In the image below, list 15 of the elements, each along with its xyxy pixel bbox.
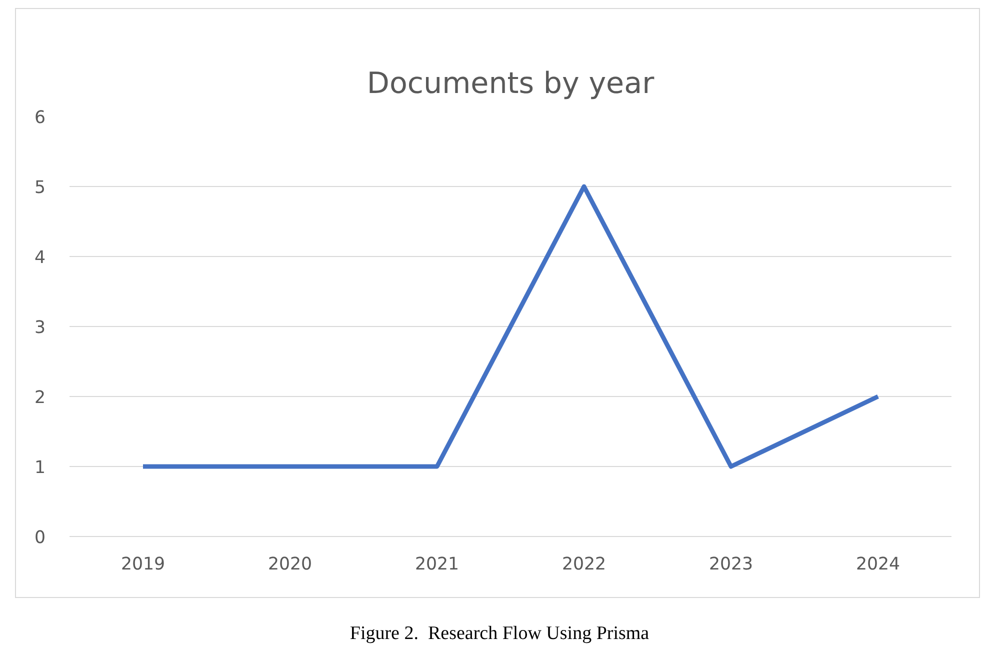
- y-tick-label: 3: [34, 318, 46, 338]
- y-tick-label: 1: [34, 458, 46, 478]
- x-tick-label: 2024: [856, 554, 900, 574]
- x-tick-label: 2020: [268, 554, 312, 574]
- x-tick-label: 2023: [708, 554, 754, 574]
- y-tick-label: 4: [34, 248, 46, 268]
- x-tick-label: 2021: [414, 554, 460, 574]
- chart-title: Documents by year: [366, 66, 656, 100]
- y-tick-label: 0: [34, 528, 46, 548]
- y-tick-label: 6: [34, 108, 46, 128]
- x-tick-label: 2022: [562, 554, 606, 574]
- y-tick-label: 2: [34, 388, 46, 408]
- y-tick-label: 5: [34, 178, 46, 198]
- x-tick-label: 2019: [120, 554, 166, 574]
- caption: Figure 2. Research Flow Using Prisma: [350, 622, 650, 646]
